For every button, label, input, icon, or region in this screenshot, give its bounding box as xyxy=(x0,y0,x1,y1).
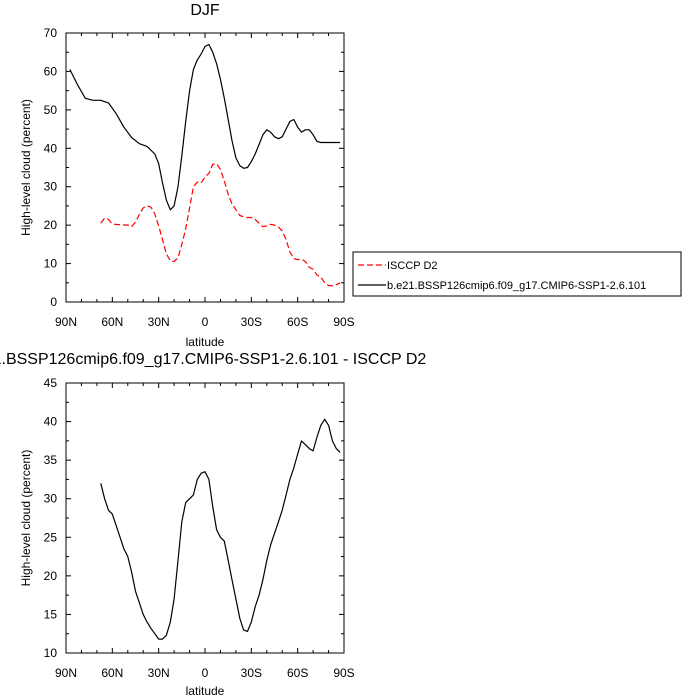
plot-frame xyxy=(65,382,345,654)
y-tick-label: 0 xyxy=(50,295,57,309)
x-tick-label: 60N xyxy=(101,315,123,329)
y-tick-label: 40 xyxy=(44,415,58,429)
y-tick-label: 45 xyxy=(44,376,58,390)
y-axis-label: High-level cloud (percent) xyxy=(19,99,33,236)
y-tick-label: 60 xyxy=(44,64,58,78)
legend: ISCCP D2 b.e21.BSSP126cmip6.f09_g17.CMIP6… xyxy=(352,251,682,297)
x-axis-label: latitude xyxy=(186,335,225,349)
y-tick-label: 50 xyxy=(44,103,58,117)
x-tick-label: 60S xyxy=(287,315,308,329)
y-tick-label: 15 xyxy=(44,607,58,621)
chart-panel-1: 90N 60N 30N 0 30S 60S 90S 0 10 20 30 40 50 60 70 DJF lat… xyxy=(19,2,355,349)
y-tick-label: 20 xyxy=(44,218,58,232)
x-axis-label: latitude xyxy=(186,684,225,698)
series-line-1 xyxy=(100,163,341,287)
x-tick-label: 90S xyxy=(333,315,354,329)
legend-label-2: b.e21.BSSP126cmip6.f09_g17.CMIP6-SSP1-2.… xyxy=(387,280,646,292)
x-tick-label: 90N xyxy=(55,666,77,680)
y-tick-label: 30 xyxy=(44,180,58,194)
y-tick-label: 25 xyxy=(44,530,58,544)
legend-box xyxy=(352,251,682,297)
y-axis-label: High-level cloud (percent) xyxy=(19,450,33,587)
y-tick-label: 40 xyxy=(44,141,58,155)
x-tick-label: 60S xyxy=(287,666,308,680)
x-tick-label: 30S xyxy=(241,666,262,680)
y-tick-label: 10 xyxy=(44,257,58,271)
x-tick-label: 30S xyxy=(241,315,262,329)
chart-panel-2: 90N 60N 30N 0 30S 60S 90S 10 15 20 25 30 35 40 45 21.BS… xyxy=(0,351,426,698)
x-tick-label: 0 xyxy=(202,666,209,680)
x-tick-label: 0 xyxy=(202,315,209,329)
x-tick-label: 90S xyxy=(333,666,354,680)
y-tick-label: 35 xyxy=(44,453,58,467)
x-tick-label: 30N xyxy=(148,666,170,680)
chart-title: 21.BSSP126cmip6.f09_g17.CMIP6-SSP1-2.6.1… xyxy=(0,351,426,368)
x-tick-label: 90N xyxy=(55,315,77,329)
x-tick-label: 30N xyxy=(148,315,170,329)
series-line-2 xyxy=(69,43,341,211)
x-tick-label: 60N xyxy=(101,666,123,680)
plot-frame xyxy=(65,32,345,303)
legend-label-1: ISCCP D2 xyxy=(387,260,438,272)
chart-panels: 90N 60N 30N 0 30S 60S 90S 0 10 20 30 40 50 60 70 DJF lat… xyxy=(0,2,426,698)
y-tick-label: 70 xyxy=(44,26,58,40)
chart-title: DJF xyxy=(190,2,220,19)
series-line-1 xyxy=(100,418,341,640)
y-tick-label: 20 xyxy=(44,569,58,583)
y-tick-label: 10 xyxy=(44,646,58,660)
y-tick-label: 30 xyxy=(44,492,58,506)
